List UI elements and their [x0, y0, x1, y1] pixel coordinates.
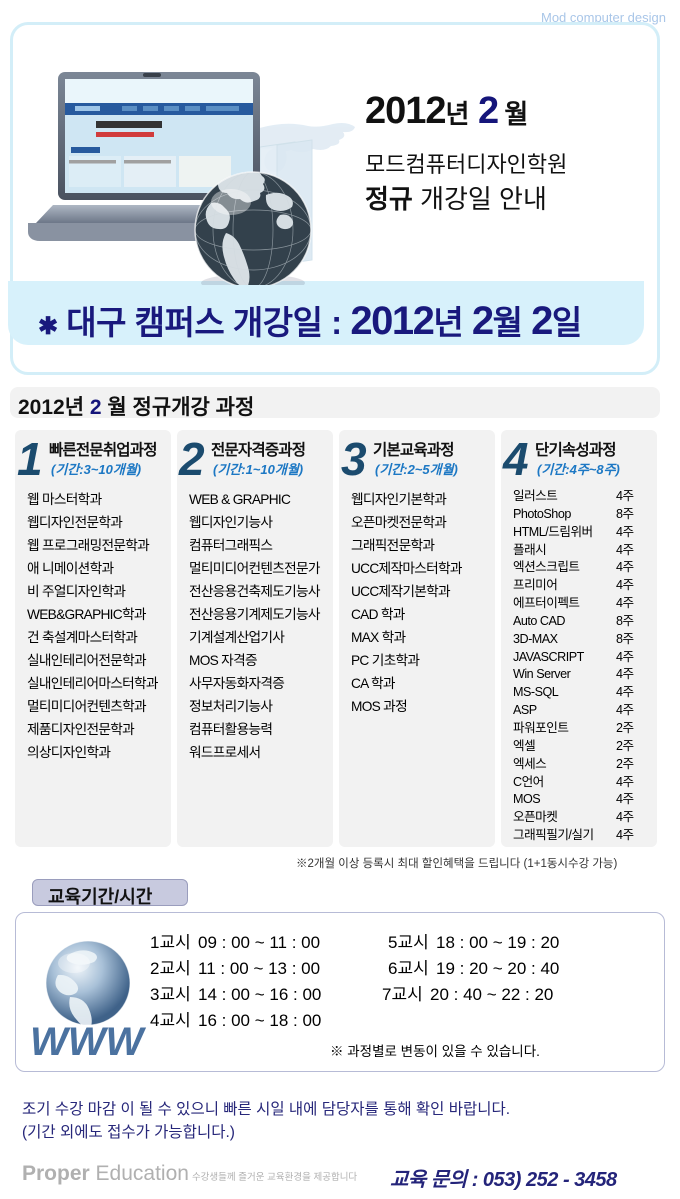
svg-text:WWW: WWW	[30, 1020, 147, 1064]
